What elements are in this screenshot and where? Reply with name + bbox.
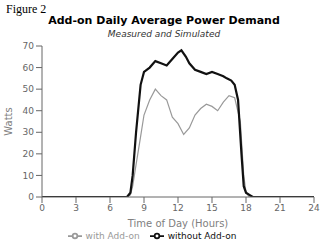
svg-text:30: 30: [23, 127, 35, 137]
svg-text:3: 3: [73, 203, 79, 213]
svg-text:15: 15: [206, 203, 217, 213]
svg-text:24: 24: [308, 203, 320, 213]
svg-text:12: 12: [172, 203, 183, 213]
svg-text:60: 60: [23, 63, 35, 73]
svg-text:0: 0: [28, 192, 34, 202]
html-text:with Add-on: with Add-on: [85, 230, 140, 241]
html-text:Measured and Simulated: Measured and Simulated: [107, 29, 221, 39]
svg-text:10: 10: [23, 171, 35, 181]
svg-text:21: 21: [274, 203, 285, 213]
svg-text:9: 9: [141, 203, 147, 213]
svg-text:Time of Day (Hours): Time of Day (Hours): [127, 218, 229, 229]
svg-text:20: 20: [23, 149, 35, 159]
svg-text:Watts: Watts: [3, 107, 14, 135]
svg-text:40: 40: [23, 106, 35, 116]
html-text:Figure 2: Figure 2: [6, 2, 47, 16]
html-text:without Add-on: without Add-on: [167, 230, 237, 241]
svg-text:6: 6: [107, 203, 113, 213]
svg-text:18: 18: [240, 203, 252, 213]
svg-text:70: 70: [23, 41, 35, 51]
svg-text:0: 0: [39, 203, 45, 213]
html-text:Add-on Daily Average Power Dem: Add-on Daily Average Power Demand: [48, 14, 280, 27]
svg-text:50: 50: [23, 84, 35, 94]
